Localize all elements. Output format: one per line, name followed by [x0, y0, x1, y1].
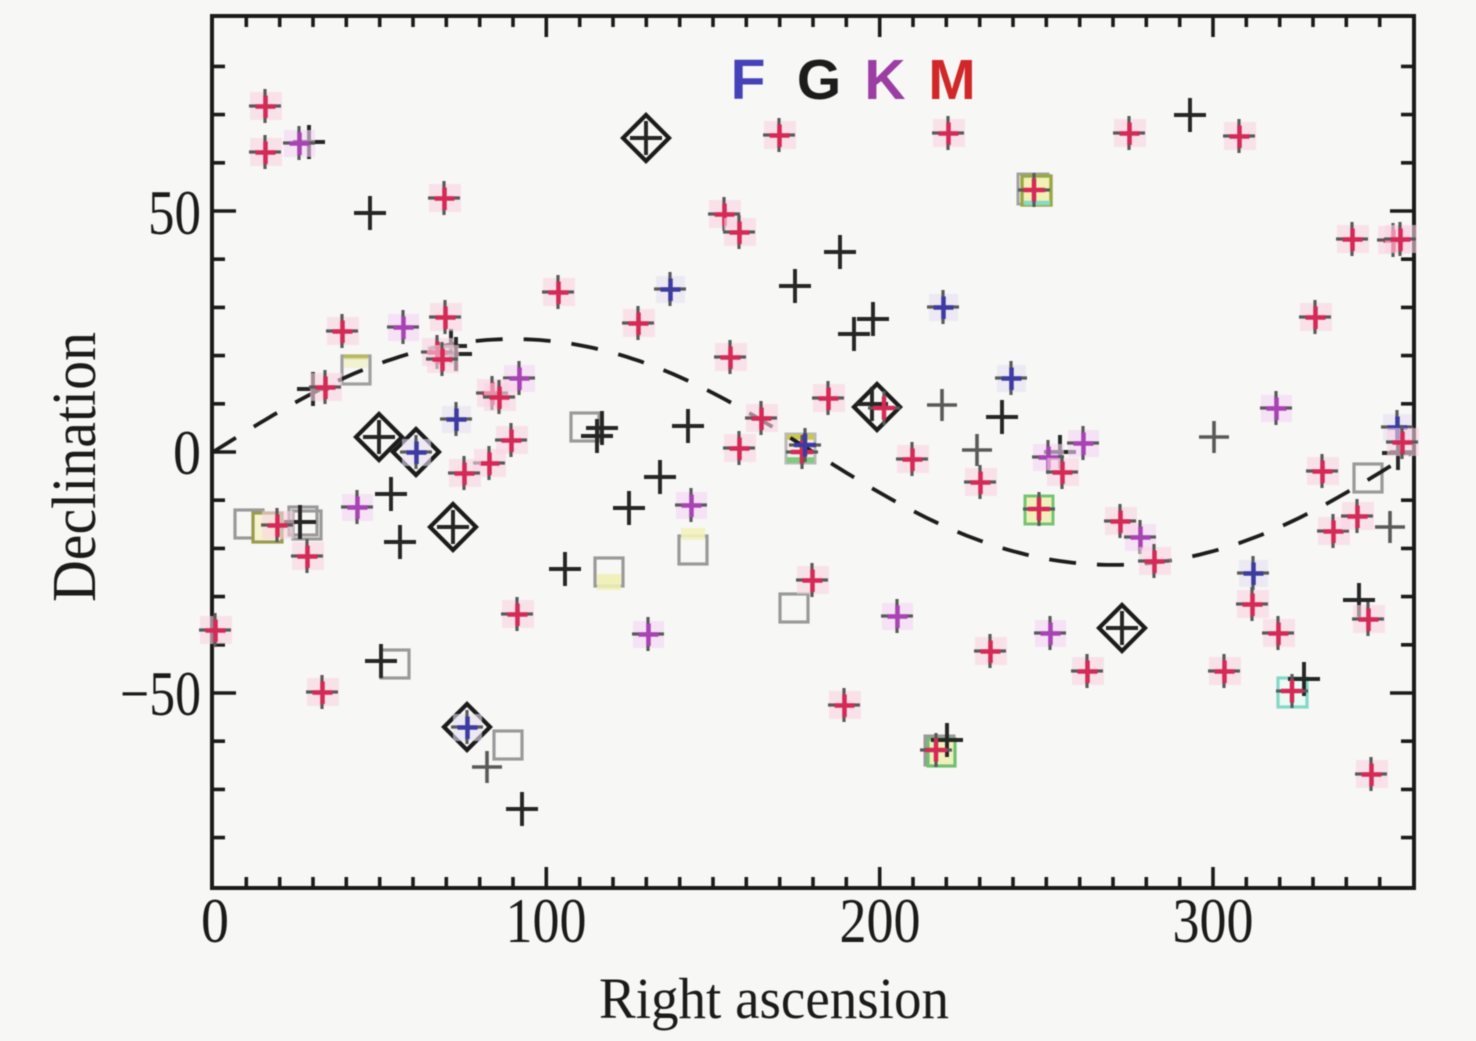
- svg-text:K: K: [864, 48, 905, 112]
- svg-text:M: M: [928, 48, 975, 112]
- svg-text:0: 0: [201, 885, 229, 956]
- svg-text:Right ascension: Right ascension: [599, 966, 949, 1031]
- svg-text:−50: −50: [120, 658, 201, 729]
- svg-text:Declination: Declination: [41, 332, 109, 602]
- svg-text:50: 50: [148, 177, 201, 248]
- svg-text:200: 200: [840, 885, 921, 956]
- svg-text:0: 0: [173, 417, 201, 488]
- svg-text:100: 100: [506, 885, 587, 956]
- svg-text:F: F: [731, 48, 766, 112]
- svg-text:G: G: [797, 48, 841, 112]
- svg-text:300: 300: [1173, 885, 1254, 956]
